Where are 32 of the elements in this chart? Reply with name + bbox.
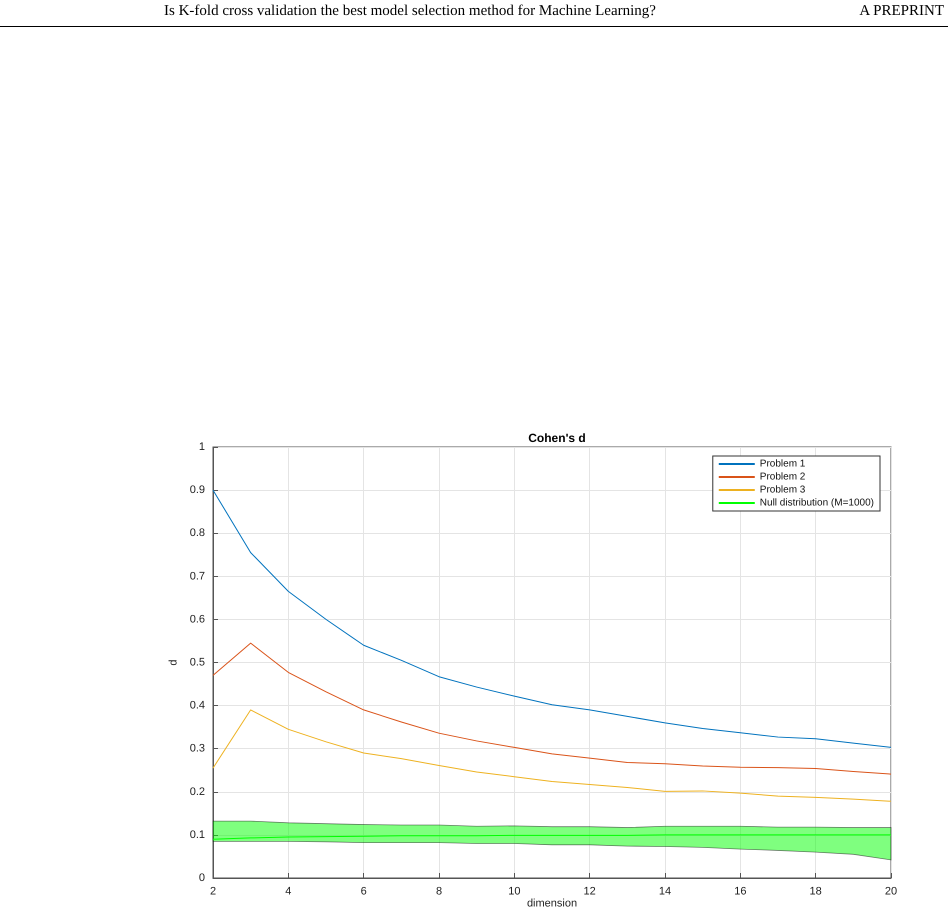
y-tick-label: 0.8 xyxy=(190,527,205,540)
x-tick-label: 16 xyxy=(734,886,746,898)
y-tick-label: 0.5 xyxy=(190,656,205,668)
chart-title: Cohen's d xyxy=(528,431,586,445)
y-tick-label: 0.1 xyxy=(190,828,205,841)
x-axis-title: dimension xyxy=(526,898,578,910)
x-tick-label: 6 xyxy=(360,886,367,898)
y-tick-label: 0.2 xyxy=(190,786,205,798)
y-tick-label: 0.7 xyxy=(190,570,205,582)
y-tick-label: 0.4 xyxy=(190,700,205,712)
x-tick-label: 8 xyxy=(436,886,442,898)
line-series xyxy=(212,642,892,775)
legend-label: Problem 1 xyxy=(760,458,806,470)
line-series xyxy=(212,709,892,802)
x-tick-label: 14 xyxy=(658,886,672,898)
legend-label: Null distribution (M=1000) xyxy=(760,498,874,508)
x-tick-label: 10 xyxy=(508,886,520,898)
y-tick-label: 0.3 xyxy=(190,742,205,755)
x-tick-label: 4 xyxy=(285,886,292,898)
x-tick-label: 2 xyxy=(210,886,216,898)
legend-label: Problem 3 xyxy=(760,484,806,496)
y-axis-title: d xyxy=(167,659,180,666)
y-tick-label: 0.9 xyxy=(190,484,205,496)
y-tick-label: 0 xyxy=(198,872,205,884)
y-tick-label: 1 xyxy=(198,441,205,453)
x-tick-label: 12 xyxy=(584,886,596,898)
legend-label: Problem 2 xyxy=(760,472,806,482)
y-tick-label: 0.6 xyxy=(190,613,205,626)
text: A PREPRINT xyxy=(859,3,944,20)
x-tick-label: 18 xyxy=(810,886,822,898)
text: Is K-fold cross validation the best model selection method for Machine Learning? xyxy=(164,3,656,20)
x-tick-label: 20 xyxy=(884,886,898,898)
